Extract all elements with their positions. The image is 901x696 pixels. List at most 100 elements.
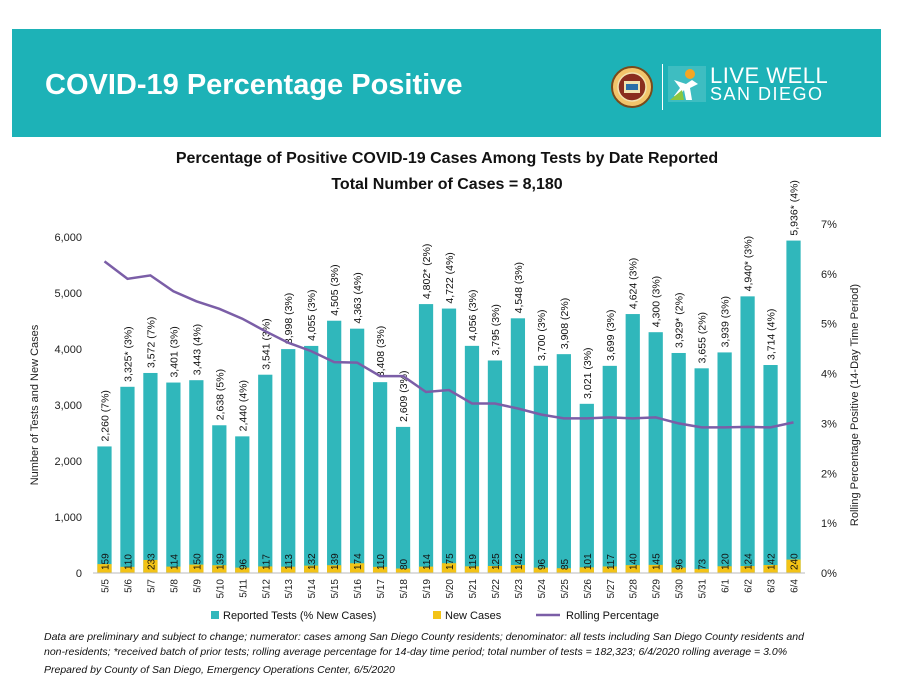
new-cases-data-label: 117 [261,554,272,570]
new-cases-bar [625,565,640,573]
tests-data-label: 3,021 (3%) [582,347,594,398]
tests-data-label: 5,936* (4%) [789,180,801,235]
new-cases-bar [464,566,480,573]
y-tick-label: 3,000 [54,400,82,412]
tests-bar [281,349,296,573]
tests-data-label: 4,940* (3%) [743,236,755,291]
new-cases-bar [281,566,296,573]
new-cases-data-label: 240 [790,553,801,570]
tests-bar [143,372,158,573]
new-cases-data-label: 117 [606,554,617,570]
x-tick-label: 5/22 [491,579,502,599]
y-tick-label: 0 [76,568,82,580]
new-cases-data-label: 96 [537,558,548,570]
tests-bar [533,365,548,573]
new-cases-bar [212,565,227,573]
y2-tick-label: 5% [821,319,837,331]
chart-subtitle: Total Number of Cases = 8,180 [331,176,562,193]
new-cases-bar [418,566,434,573]
x-tick-label: 6/1 [721,579,732,593]
new-cases-bar [441,563,457,573]
new-cases-bar [487,566,503,573]
legend-label-rolling: Rolling Percentage [566,610,659,622]
new-cases-bar [556,568,571,573]
y-tick-label: 6,000 [54,232,82,244]
new-cases-bar [350,563,365,573]
tests-data-label: 3,408 (3%) [375,326,387,377]
x-tick-label: 5/29 [652,579,663,599]
header-banner [12,29,881,137]
x-tick-label: 5/12 [261,579,272,599]
logo-divider [662,64,663,110]
x-tick-label: 5/20 [445,579,456,599]
tests-data-label: 4,300 (3%) [651,276,663,327]
y-tick-label: 4,000 [54,344,82,356]
new-cases-data-label: 80 [399,558,410,570]
tests-bar [258,374,273,573]
new-cases-bar [143,559,158,573]
y-tick-label: 1,000 [54,512,82,524]
x-tick-label: 5/9 [192,579,203,593]
new-cases-data-label: 96 [238,558,249,570]
legend-label-tests: Reported Tests (% New Cases) [223,610,376,622]
new-cases-data-label: 114 [422,554,433,570]
new-cases-data-label: 142 [514,553,525,570]
x-tick-label: 5/25 [560,579,571,599]
tests-data-label: 4,363 (4%) [352,272,364,323]
tests-bar [694,368,709,573]
new-cases-data-label: 113 [284,554,295,570]
tests-bar [235,436,250,573]
legend-swatch-tests [211,611,219,619]
tests-data-label: 3,795 (3%) [490,304,502,355]
new-cases-bar [717,566,732,573]
new-cases-data-label: 110 [376,554,387,570]
y2-tick-label: 7% [821,219,837,231]
new-cases-data-label: 139 [330,553,341,570]
new-cases-data-label: 174 [353,553,364,570]
tests-bar [510,318,526,573]
tests-bar [763,365,778,573]
tests-data-label: 4,722 (4%) [444,252,456,303]
y2-tick-label: 1% [821,518,837,530]
x-tick-label: 5/24 [537,579,548,599]
new-cases-bar [648,564,663,573]
new-cases-data-label: 233 [146,553,157,570]
tests-bar [120,386,135,573]
logo-text-live-well: LIVE WELL [710,63,829,88]
x-tick-label: 5/21 [468,579,479,599]
chart-title: Percentage of Positive COVID-19 Cases Am… [176,150,718,167]
y2-tick-label: 3% [821,418,837,430]
x-tick-label: 5/7 [146,579,157,593]
new-cases-bar [602,566,617,573]
tests-bar [487,360,503,573]
new-cases-data-label: 142 [767,553,778,570]
new-cases-bar [740,566,755,573]
new-cases-data-label: 110 [123,554,134,570]
live-well-logo-icon [668,66,706,102]
y2-tick-label: 2% [821,468,837,480]
tests-bar [556,354,571,573]
rolling-percentage-line [103,260,794,429]
new-cases-bar [327,565,342,573]
y2-tick-label: 4% [821,369,837,381]
x-tick-label: 5/15 [330,579,341,599]
tests-data-label: 4,624 (3%) [628,258,640,309]
x-tick-label: 5/10 [215,579,226,599]
tests-data-label: 4,056 (3%) [467,289,479,340]
tests-data-label: 3,655 (2%) [697,312,709,363]
tests-bar [648,332,663,573]
new-cases-data-label: 132 [307,553,318,570]
footnote-line-3: Prepared by County of San Diego, Emergen… [44,664,395,676]
tests-data-label: 2,609 (3%) [398,371,410,422]
new-cases-data-label: 96 [675,558,686,570]
y-tick-label: 5,000 [54,288,82,300]
tests-bar [625,314,640,573]
logo-text-san-diego: SAN DIEGO [710,84,824,104]
x-tick-label: 5/8 [169,579,180,593]
tests-data-label: 2,440 (4%) [237,380,249,431]
tests-bar [786,240,801,574]
new-cases-bar [579,567,594,573]
tests-data-label: 4,505 (3%) [329,264,341,315]
legend-label-new-cases: New Cases [445,610,502,622]
